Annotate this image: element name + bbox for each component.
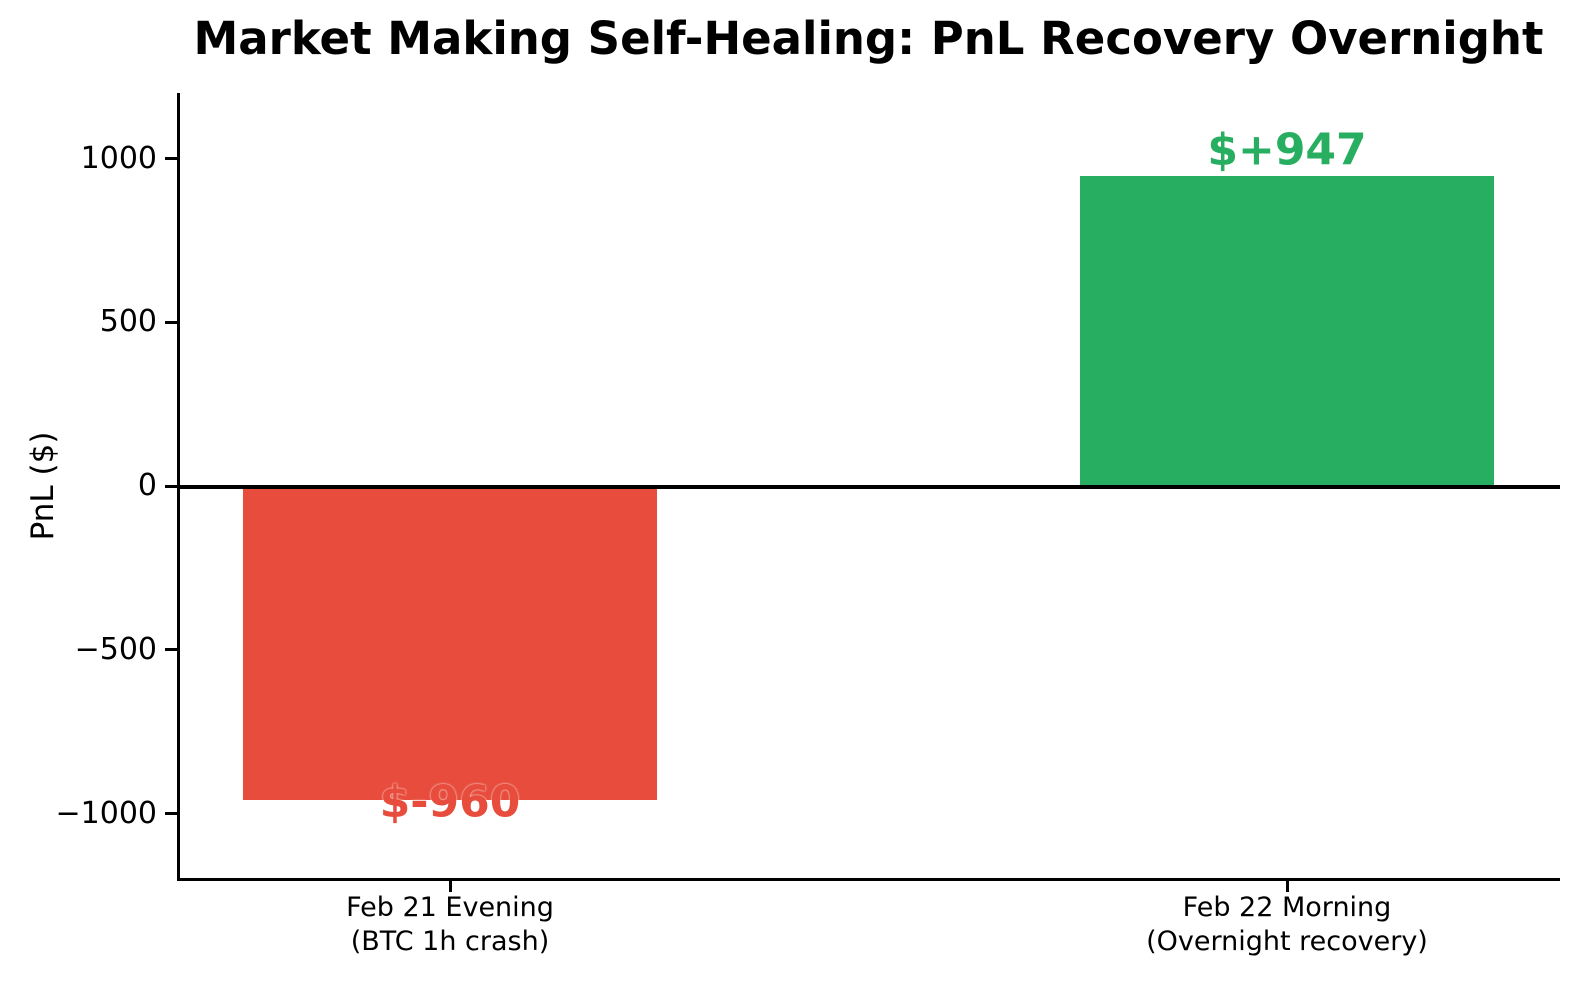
x-tick-label-line: (BTC 1h crash) xyxy=(350,926,550,957)
y-tick-label: 0 xyxy=(137,468,157,503)
x-tick-label: Feb 21 Evening (BTC 1h crash) xyxy=(170,891,730,959)
chart-title: Market Making Self-Healing: PnL Recovery… xyxy=(193,12,1544,65)
bar-value-label: $-960 xyxy=(379,776,521,828)
y-tick-label: −1000 xyxy=(55,795,157,831)
x-tick-mark xyxy=(1285,880,1289,892)
x-tick-mark xyxy=(448,880,452,892)
y-tick-label: −500 xyxy=(74,631,157,667)
zero-baseline xyxy=(177,485,1560,489)
bar-negative xyxy=(243,486,657,801)
bar-value-label: $+947 xyxy=(1207,124,1367,176)
x-tick-label-line: Feb 22 Morning xyxy=(1182,892,1392,923)
x-tick-label-line: (Overnight recovery) xyxy=(1146,926,1428,957)
y-tick-mark xyxy=(165,157,177,160)
x-tick-label-line: Feb 21 Evening xyxy=(346,892,554,923)
y-tick-mark xyxy=(165,648,177,652)
x-axis-spine xyxy=(177,878,1560,881)
y-tick-label: 1000 xyxy=(80,140,157,176)
x-tick-label: Feb 22 Morning (Overnight recovery) xyxy=(1007,891,1567,959)
y-tick-mark xyxy=(165,484,177,488)
y-tick-mark xyxy=(165,812,177,815)
y-tick-mark xyxy=(165,320,177,324)
y-tick-label: 500 xyxy=(99,304,157,340)
bar-positive xyxy=(1080,175,1494,486)
